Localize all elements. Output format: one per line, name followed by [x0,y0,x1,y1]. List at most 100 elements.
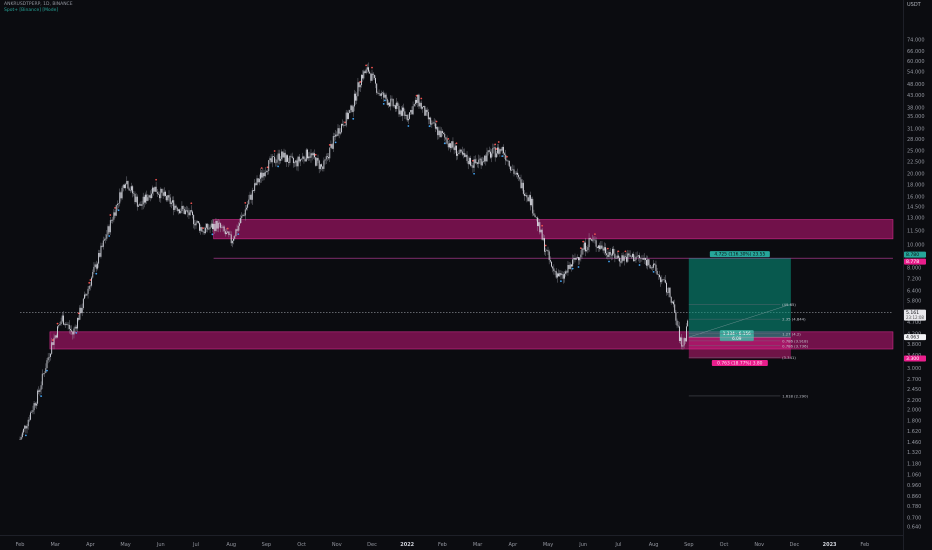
candle-body [108,226,110,233]
candle-body [467,161,469,165]
candle-body [376,83,378,93]
candle-body [223,226,225,232]
candle-body [148,195,150,198]
candle-body [247,204,249,208]
buy-signal-marker [352,117,355,120]
candle-body [190,210,192,212]
candle-body [686,326,687,342]
candle-body [45,368,47,374]
candle-body [619,257,621,262]
price-tag-profit [904,251,926,258]
y-tick-label: 0.860 [907,494,921,500]
x-tick-label: Jul [614,542,621,548]
y-tick-label: 3.800 [907,342,921,348]
candle-body [346,112,348,119]
price-tag-loss [904,355,926,362]
candle-body [393,105,395,107]
candle-body [464,153,466,157]
candle-body [678,326,680,341]
candle-body [114,212,116,216]
indicator-legend[interactable]: Spot+ [Binance] [Mode] [4,8,59,13]
candle-body [510,166,511,171]
candle-body [204,227,206,234]
candle-body [575,257,577,260]
candle-body [92,272,94,278]
buy-signal-marker [277,165,280,168]
candle-body [370,73,372,81]
ratio-box [719,330,754,342]
y-tick-label: 1.320 [907,450,921,456]
candle-body [646,260,648,266]
candle-body [511,169,513,171]
candle-body [423,106,425,108]
candle-body [403,107,405,112]
candle-body [72,331,74,335]
candle-body [578,257,579,261]
candle-body [676,320,678,326]
buy-signal-marker [108,235,111,237]
candle-body [39,389,41,392]
candle-body [671,301,673,303]
profit-area [688,258,791,338]
y-tick-label: 0.700 [907,515,921,521]
candle-body [355,93,357,101]
candle-body [283,152,285,158]
candle-body [271,156,273,163]
candle-body [261,172,263,178]
symbol-legend[interactable]: ANKRUSDTPERP, 1D, BINANCE [4,2,73,7]
candle-body [643,257,645,260]
candle-body [323,160,325,169]
candle-body [98,253,100,264]
candle-body [512,169,514,170]
candle-body [458,152,460,154]
candle-body [234,236,236,239]
candle-body [338,128,340,134]
candle-body [146,194,148,201]
candle-body [390,98,392,107]
candle-body [420,102,422,109]
candle-body [70,328,71,331]
candle-body [359,85,361,88]
candle-body [553,268,555,272]
y-tick-label: 14.500 [907,205,925,211]
candle-body [576,257,578,258]
buy-signal-marker [237,233,240,236]
candle-body [236,229,238,231]
candle-body [514,173,516,175]
candle-body [443,132,445,134]
candle-body [525,195,527,196]
candle-body [405,114,407,116]
candle-body [439,130,441,138]
candle-body [363,71,365,79]
candle-body [318,160,320,170]
candle-body [406,114,408,121]
x-tick-label: 2023 [823,542,837,548]
candle-body [583,242,585,250]
candle-body [507,160,509,162]
candle-body [294,162,296,164]
candle-body [128,188,130,191]
candle-body [233,238,234,241]
candle-body [101,245,103,247]
candle-body [534,215,536,218]
candle-body [147,197,149,201]
candle-body [216,220,218,229]
candle-body [227,231,229,233]
sell-signal-marker [594,233,596,236]
candle-body [303,156,305,160]
candle-body [524,193,525,196]
candle-body [25,425,27,429]
candle-body [430,117,432,125]
candle-body [319,164,321,170]
y-tick-label: 1.800 [907,418,921,424]
sell-signal-marker [89,279,92,281]
candle-body [322,166,324,169]
candle-body [369,71,371,74]
candle-body [600,245,602,250]
x-tick-label: Nov [754,542,764,548]
candle-body [506,160,508,162]
candle-body [567,265,569,273]
x-tick-label: Feb [860,542,869,548]
candle-body [513,169,515,174]
